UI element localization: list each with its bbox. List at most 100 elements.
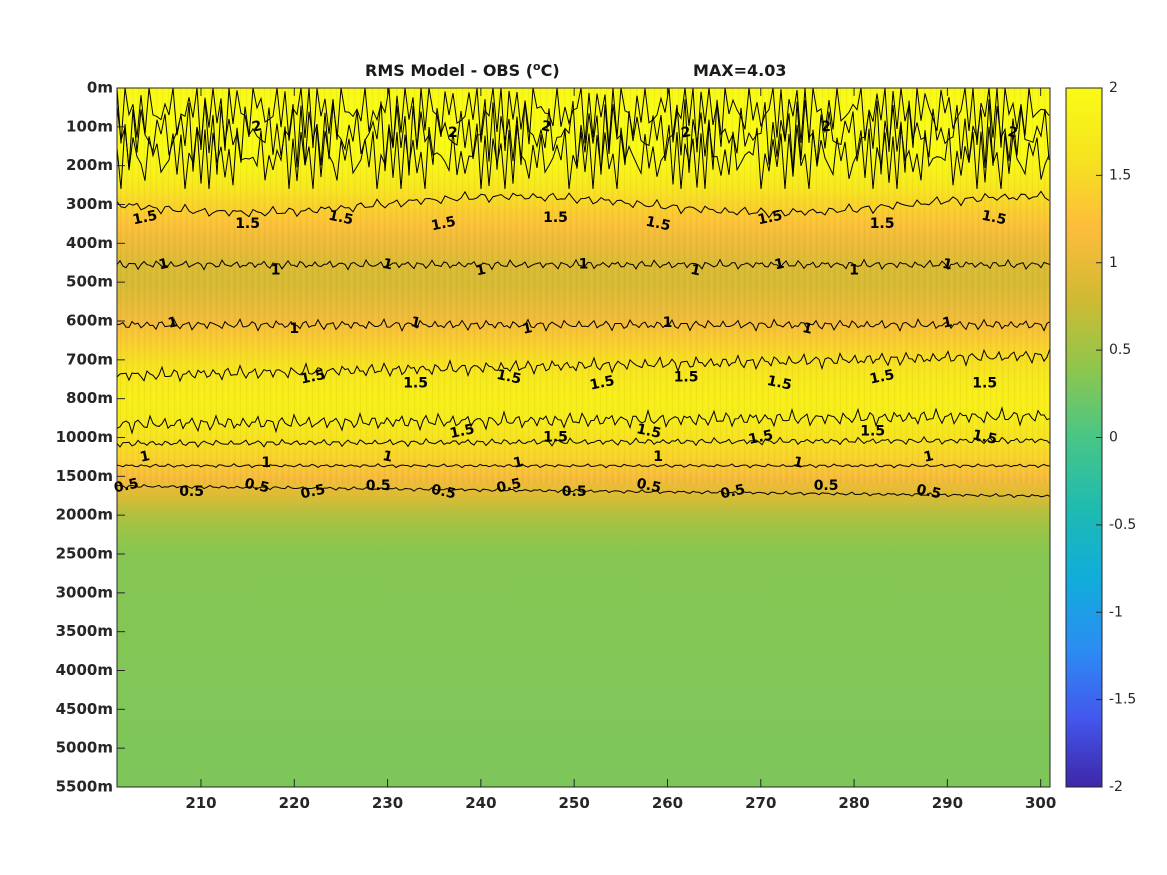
contour-label: 1 <box>849 263 859 279</box>
texture-stripe <box>423 88 425 485</box>
texture-stripe <box>909 88 911 485</box>
texture-stripe <box>138 88 139 484</box>
contour-label: 2 <box>250 118 263 136</box>
texture-stripe <box>891 88 893 485</box>
texture-stripe <box>954 88 955 484</box>
texture-stripe <box>981 88 983 485</box>
texture-stripe <box>570 88 571 484</box>
texture-stripe <box>873 88 875 485</box>
texture-stripe <box>1002 88 1003 484</box>
texture-stripe <box>507 88 509 485</box>
texture-stripe <box>924 88 925 484</box>
texture-stripe <box>531 88 533 485</box>
texture-stripe <box>753 88 755 485</box>
texture-stripe <box>651 88 653 485</box>
contour-label: 1.5 <box>980 208 1008 229</box>
texture-stripe <box>189 88 191 485</box>
texture-stripe <box>729 88 731 485</box>
texture-stripe <box>645 88 647 485</box>
texture-stripe <box>624 88 625 484</box>
texture-stripe <box>285 88 287 485</box>
texture-stripe <box>210 88 211 484</box>
x-tick-label: 280 <box>838 794 869 812</box>
y-tick-label: 600m <box>66 312 113 330</box>
contour-label: 1 <box>289 321 299 337</box>
texture-stripe <box>231 88 233 485</box>
texture-stripe <box>516 88 517 484</box>
texture-stripe <box>459 88 461 485</box>
texture-stripe <box>747 88 749 485</box>
texture-stripe <box>237 88 239 485</box>
texture-stripe <box>348 88 349 484</box>
contour-label: 1 <box>381 448 394 466</box>
texture-stripe <box>135 88 137 485</box>
x-tick-label: 260 <box>652 794 683 812</box>
x-tick-label: 250 <box>559 794 590 812</box>
texture-stripe <box>600 88 601 484</box>
contour-label: 1 <box>773 256 786 274</box>
contour-label: 1.5 <box>235 216 260 232</box>
texture-stripe <box>372 88 373 484</box>
texture-stripe <box>591 88 593 485</box>
texture-stripe <box>885 88 887 485</box>
contour-label: 0.5 <box>635 476 663 497</box>
colorbar-tick-label: 0 <box>1109 430 1118 446</box>
texture-stripe <box>1017 88 1019 485</box>
texture-stripe <box>453 88 455 485</box>
contour-label: 1.5 <box>495 367 523 388</box>
texture-stripe <box>534 88 535 484</box>
contour-line-surface <box>117 123 1050 190</box>
texture-stripe <box>351 88 353 485</box>
texture-stripe <box>723 88 725 485</box>
contour-label: 1 <box>139 448 152 466</box>
texture-stripe <box>537 88 539 485</box>
texture-stripe <box>750 88 751 484</box>
texture-stripe <box>480 88 481 484</box>
contour-label: 0.5 <box>430 482 458 503</box>
y-tick-label: 700m <box>66 350 113 368</box>
texture-stripe <box>261 88 263 485</box>
x-tick-label: 270 <box>745 794 776 812</box>
texture-stripe <box>933 88 935 485</box>
texture-stripe <box>717 88 719 485</box>
texture-stripe <box>573 88 575 485</box>
colorbar-tick-label: 1.5 <box>1109 167 1131 183</box>
texture-stripe <box>225 88 227 485</box>
texture-stripe <box>465 88 467 485</box>
y-tick-label: 100m <box>66 117 113 135</box>
colorbar-tick-label: -2 <box>1109 779 1123 795</box>
texture-stripe <box>546 88 547 484</box>
texture-stripe <box>759 88 761 485</box>
x-axis: 210 220 230 240 250 260 270 280 290 300 <box>185 88 1056 812</box>
texture-stripe <box>669 88 671 485</box>
contour-label: 1 <box>941 314 954 332</box>
texture-stripe <box>162 88 163 484</box>
texture-stripe <box>879 88 881 485</box>
texture-stripe <box>291 88 293 485</box>
texture-stripe <box>849 88 851 485</box>
contour-label: 1.5 <box>299 367 327 388</box>
contour-line-surface <box>117 88 1050 153</box>
texture-stripe <box>435 88 437 485</box>
y-tick-label: 3500m <box>56 622 113 640</box>
texture-stripe <box>921 88 923 485</box>
y-tick-label: 4000m <box>56 661 113 679</box>
contour-label: 0.5 <box>814 478 839 494</box>
texture-stripe <box>471 88 473 485</box>
texture-stripe <box>183 88 185 485</box>
x-tick-label: 210 <box>185 794 216 812</box>
texture-stripe <box>804 88 805 484</box>
x-tick-label: 300 <box>1025 794 1056 812</box>
y-axis: 0m 100m 200m 300m 400m 500m 600m 700m 800m 1000m 1… <box>56 79 125 796</box>
contour-label: 1 <box>409 314 422 332</box>
y-tick-label: 1000m <box>56 428 113 446</box>
colorbar-tick-label: -1 <box>1109 604 1123 620</box>
contour-label: 1.5 <box>588 373 616 394</box>
contour-label: 1 <box>157 256 170 274</box>
texture-stripe <box>801 88 803 485</box>
contour-label: 1.5 <box>870 216 895 232</box>
contour-label: 1.5 <box>543 210 568 226</box>
texture-stripe <box>957 88 959 485</box>
texture-stripe <box>1005 88 1007 485</box>
texture-stripe <box>429 88 431 485</box>
